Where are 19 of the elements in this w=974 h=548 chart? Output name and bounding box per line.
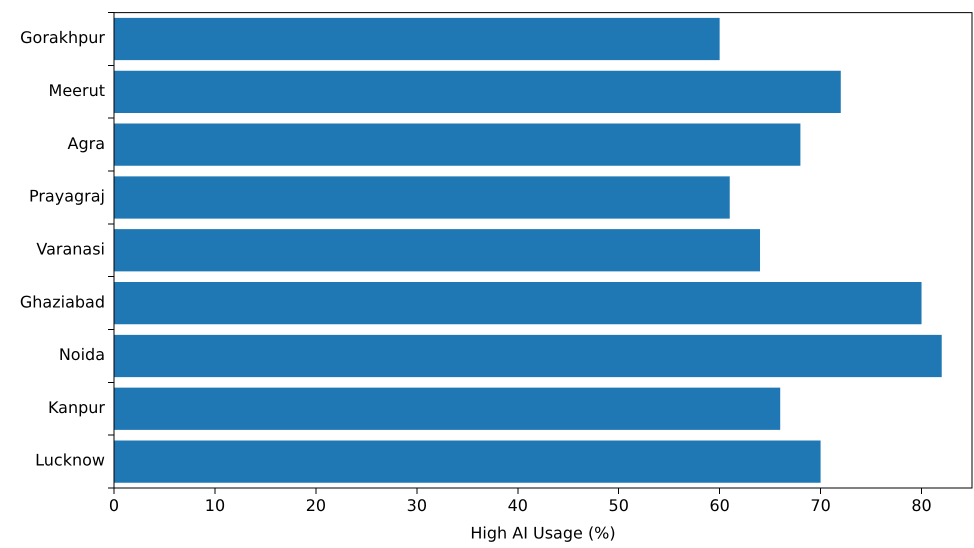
- y-tick-label: Prayagraj: [28, 186, 105, 206]
- x-tick-label: 10: [204, 496, 226, 515]
- x-tick-label: 60: [709, 496, 730, 515]
- y-tick-label: Varanasi: [36, 239, 105, 258]
- y-tick-label: Gorakhpur: [20, 28, 106, 48]
- y-tick-label: Agra: [68, 134, 105, 153]
- x-tick-label: 50: [608, 496, 629, 515]
- y-tick-label: Meerut: [48, 80, 105, 100]
- x-tick-label: 80: [911, 496, 932, 515]
- x-tick-label: 20: [306, 496, 326, 515]
- y-tick-label: Noida: [58, 345, 105, 364]
- x-tick-label: 0: [108, 496, 120, 515]
- y-tick-label: Lucknow: [35, 450, 105, 470]
- y-tick-label: Ghaziabad: [20, 292, 105, 312]
- x-tick-label: 40: [508, 496, 528, 515]
- x-tick-label: 70: [810, 496, 831, 515]
- x-tick-label: 30: [406, 496, 428, 515]
- x-axis-title: High AI Usage (%): [470, 524, 616, 543]
- y-tick-label: Kanpur: [48, 398, 106, 417]
